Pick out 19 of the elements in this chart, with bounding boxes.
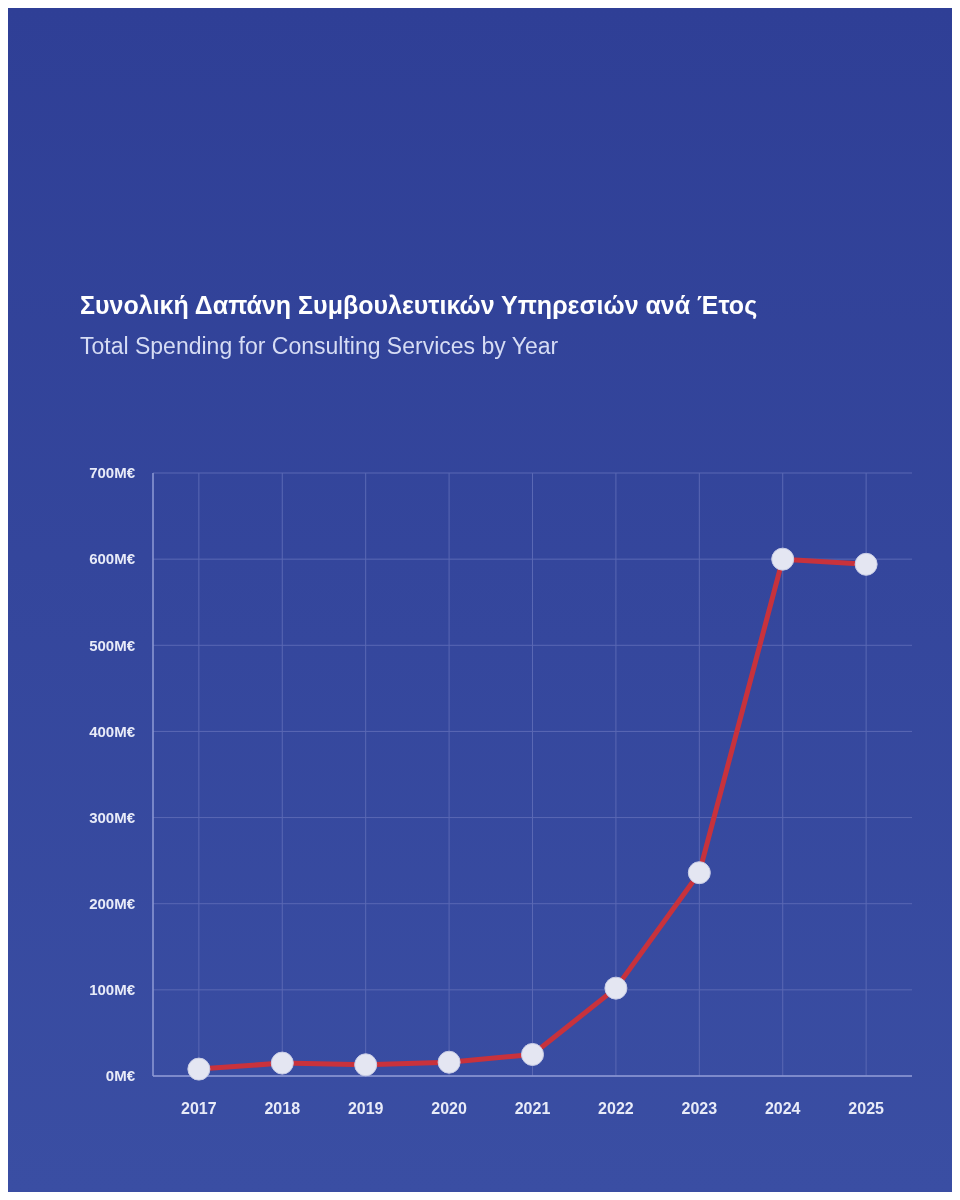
x-tick-label: 2024 [764, 1100, 801, 1117]
y-tick-label: 0M€ [105, 1067, 136, 1085]
y-tick-label: 600M€ [89, 550, 136, 568]
chart-subtitle: Total Spending for Consulting Services by Year [80, 333, 559, 359]
y-tick-label: 400M€ [89, 722, 136, 740]
chart-title: Συνολική Δαπάνη Συμβουλευτικών Υπηρεσιών ανά Έτος [80, 291, 758, 320]
x-tick-label: 2017 [181, 1100, 217, 1117]
x-tick-label: 2018 [264, 1100, 301, 1117]
x-tick-label: 2020 [431, 1100, 467, 1117]
y-tick-label: 500M€ [89, 636, 136, 654]
x-tick-label: 2022 [598, 1100, 634, 1117]
y-tick-label: 300M€ [89, 808, 136, 826]
x-tick-label: 2023 [681, 1100, 718, 1117]
y-tick-label: 200M€ [89, 894, 136, 912]
x-tick-label: 2019 [347, 1100, 384, 1117]
y-tick-label: 700M€ [89, 464, 136, 482]
y-tick-label: 100M€ [89, 981, 136, 999]
x-tick-label: 2025 [848, 1100, 885, 1117]
x-tick-label: 2021 [514, 1100, 551, 1117]
